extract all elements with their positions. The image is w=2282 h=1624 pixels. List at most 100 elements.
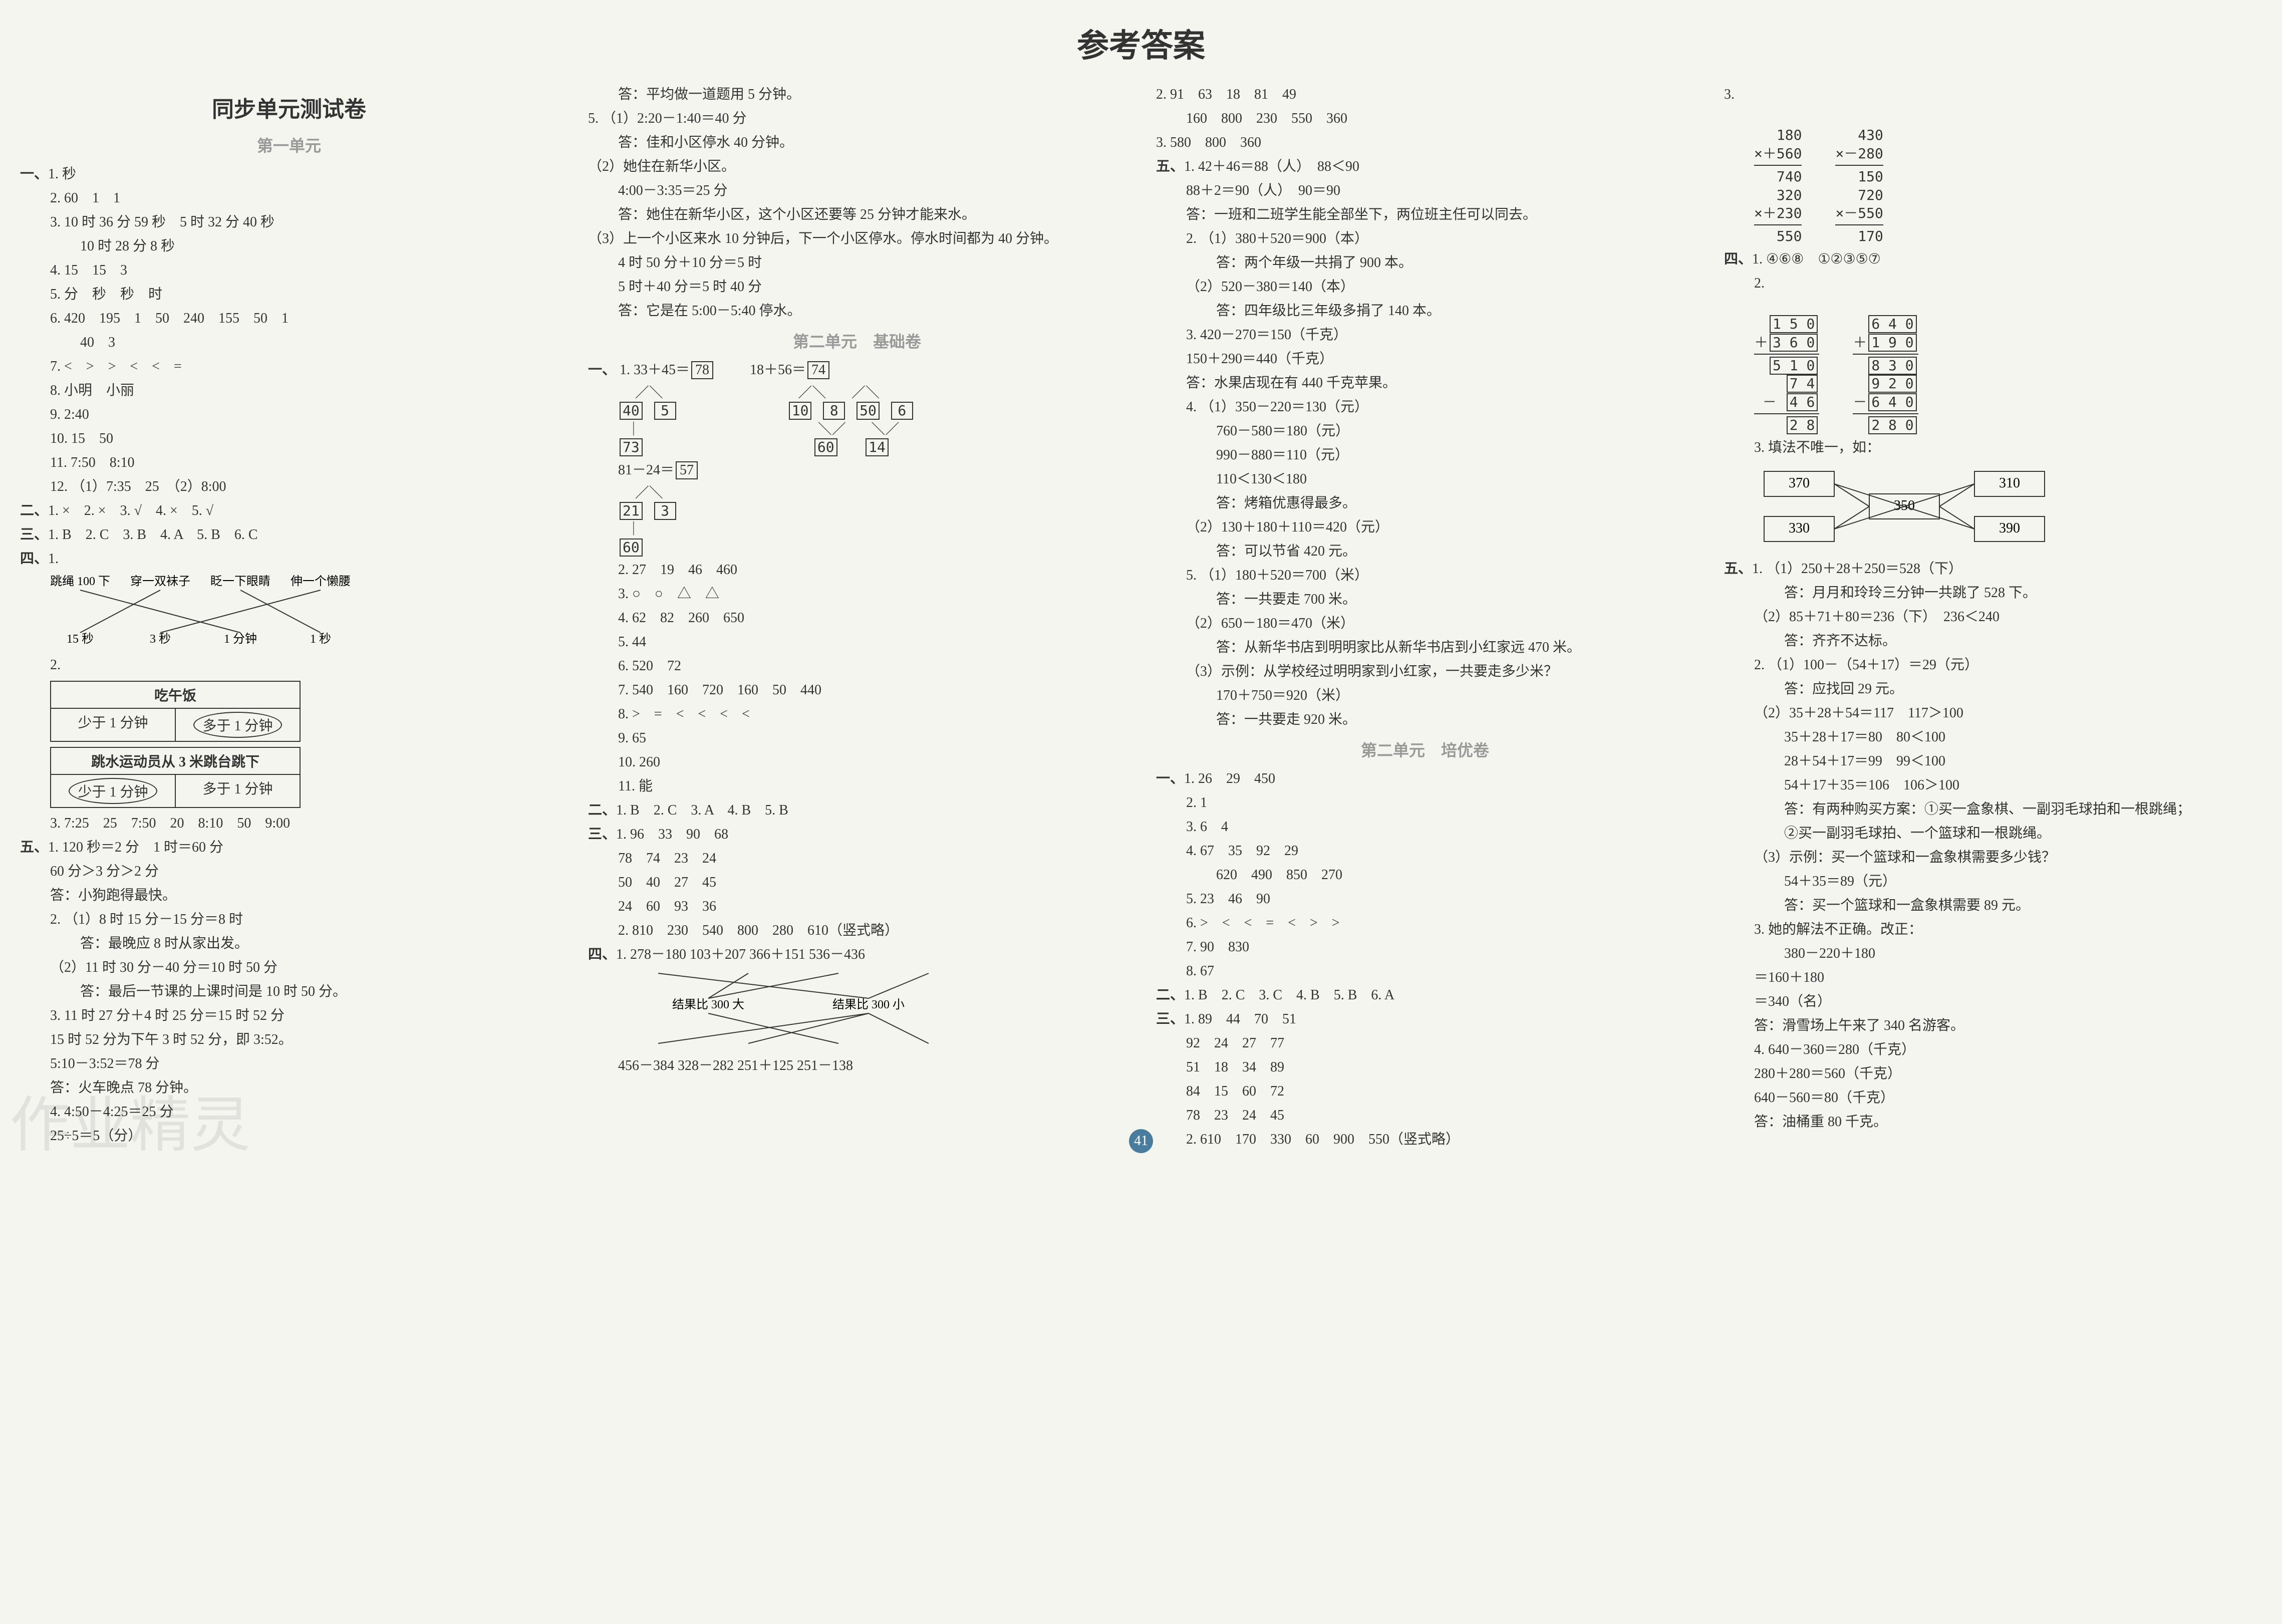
c3s5i5e: （3）示例：从学校经过明明家到小红家，一共要走多少米？ — [1156, 661, 1694, 682]
sec-1-4: 四、 — [20, 551, 48, 567]
c1s5i2c: （2）11 时 30 分－40 分＝10 时 50 分 — [20, 957, 558, 978]
section-title: 同步单元测试卷 — [20, 91, 558, 123]
c4s5i2d: 35＋28＋17＝80 80＜100 — [1724, 727, 2262, 748]
t2-r: 多于 1 分钟 — [176, 775, 300, 807]
c2-sec3: 三、 — [588, 827, 616, 842]
c1s3: 1. B 2. C 3. B 4. A 5. B 6. C — [48, 527, 258, 543]
vertical-calc-row: 180 ×＋560 740 320 ×＋230 550 430 ×－280 15… — [1724, 108, 2262, 246]
table-dive: 跳水运动员从 3 米跳台跳下 少于 1 分钟 多于 1 分钟 — [50, 747, 301, 808]
t1-title: 吃午饭 — [51, 682, 300, 709]
c4s5i2g: 答：有两种购买方案：①买一盒象棋、一副羽毛球拍和一根跳绳； — [1724, 799, 2262, 820]
c3e3i1b: 92 24 27 77 — [1156, 1033, 1694, 1054]
c4s4i1: 1. ④⑥⑧ ①②③⑤⑦ — [1752, 251, 1881, 267]
c1s1i11: 11. 7:50 8:10 — [20, 452, 558, 473]
svg-text:眨一下眼睛: 眨一下眼睛 — [210, 575, 270, 588]
c2i5h: 5 时＋40 分＝5 时 40 分 — [588, 277, 1126, 298]
c2s1i2: 2. 27 19 46 460 — [588, 560, 1126, 581]
c3s5i1a: 1. 42＋46＝88（人） 88＜90 — [1184, 159, 1359, 174]
c3e-sec1: 一、 — [1156, 771, 1184, 786]
c2i5e: 答：她住在新华小区，这个小区还要等 25 分钟才能来水。 — [588, 204, 1126, 225]
c4s5i4b: 280＋280＝560（千克） — [1724, 1063, 2262, 1085]
c4s5i3e: 答：滑雪场上午来了 340 名游客。 — [1724, 1015, 2262, 1036]
c4i3: 3. — [1724, 84, 2262, 105]
c2i5d: 4:00－3:35＝25 分 — [588, 180, 1126, 201]
matching-diagram-1: 跳绳 100 下 穿一双袜子 眨一下眼睛 伸一个懒腰 15 秒 3 秒 1 分钟… — [50, 573, 351, 648]
c3e1i6: 6. > < < = < > > — [1156, 913, 1694, 934]
c3s5i1b: 88＋2＝90（人） 90＝90 — [1156, 180, 1694, 201]
unit1-title: 第一单元 — [20, 133, 558, 156]
c1s1i1: 1. 秒 — [48, 166, 76, 182]
c3e3i2: 2. 610 170 330 60 900 550（竖式略） — [1156, 1129, 1694, 1150]
c3e1i4a: 4. 67 35 92 29 — [1156, 841, 1694, 862]
c3s5i5d: 答：从新华书店到明明家比从新华书店到小红家远 470 米。 — [1156, 637, 1694, 658]
unit2-enhance-title: 第二单元 培优卷 — [1156, 738, 1694, 761]
svg-text:330: 330 — [1789, 520, 1810, 536]
c2s1i8: 8. > = < < < < — [588, 704, 1126, 725]
c2s3i2: 2. 810 230 540 800 280 610（竖式略） — [588, 920, 1126, 941]
c2s1i3: 3. ○ ○ △ △ — [588, 584, 1126, 605]
c2s4i1: 1. 278－180 103＋207 366＋151 536－436 — [616, 947, 865, 962]
c2s1i10: 10. 260 — [588, 752, 1126, 773]
c2s4i1b: 456－384 328－282 251＋125 251－138 — [588, 1055, 1126, 1076]
c3e3i1a: 1. 89 44 70 51 — [1184, 1011, 1296, 1027]
c4s5i3b: 380－220＋180 — [1724, 943, 2262, 964]
t2-l: 少于 1 分钟 — [51, 775, 176, 807]
c1s5i1a: 1. 120 秒＝2 分 1 时＝60 分 — [48, 840, 223, 855]
c3s5i5a: 5. （1）180＋520＝700（米） — [1156, 565, 1694, 586]
c1s1i3b: 10 时 28 分 8 秒 — [20, 236, 558, 257]
c1s5i2a: 2. （1）8 时 15 分－15 分＝8 时 — [20, 909, 558, 930]
c2s1i4: 4. 62 82 260 650 — [588, 608, 1126, 629]
t2-title: 跳水运动员从 3 米跳台跳下 — [51, 748, 300, 775]
sec-1-3: 三、 — [20, 527, 48, 543]
c3e1i5: 5. 23 46 90 — [1156, 889, 1694, 910]
c1s1i10: 10. 15 50 — [20, 428, 558, 449]
c3e2: 1. B 2. C 3. C 4. B 5. B 6. A — [1184, 987, 1394, 1003]
c1s1i7: 7. < > > < < = — [20, 356, 558, 377]
svg-text:1 秒: 1 秒 — [310, 632, 331, 646]
c3i2b: 160 800 230 550 360 — [1156, 108, 1694, 129]
page-content: 同步单元测试卷 第一单元 一、 1. 秒 2. 60 1 1 3. 10 时 36… — [20, 81, 2262, 1153]
c2-sec2: 二、 — [588, 802, 616, 818]
c4s4i3: 3. 填法不唯一，如： — [1724, 437, 2262, 458]
c3s5i2a: 2. （1）380＋520＝900（本） — [1156, 228, 1694, 249]
c1s1i6: 6. 420 195 1 50 240 155 50 1 — [20, 308, 558, 329]
c3e1i3: 3. 6 4 — [1156, 817, 1694, 838]
c3s5i4f: （2）130＋180＋110＝420（元） — [1156, 517, 1694, 538]
c1s5i1b: 60 分＞3 分＞2 分 — [20, 861, 558, 882]
c3s5i4e: 答：烤箱优惠得最多。 — [1156, 493, 1694, 514]
c3s5i5c: （2）650－180＝470（米） — [1156, 613, 1694, 634]
tree2-r: 74 — [807, 361, 829, 379]
c2s1i7: 7. 540 160 720 160 50 440 — [588, 680, 1126, 701]
c4s5i1a: 1. （1）250＋28＋250＝528（下） — [1752, 561, 1962, 577]
c4-sec5: 五、 — [1724, 561, 1752, 577]
c1s5i3a: 3. 11 时 27 分＋4 时 25 分＝15 时 52 分 — [20, 1005, 558, 1026]
c2s3i1d: 24 60 93 36 — [588, 896, 1126, 917]
c3s5i5f: 170＋750＝920（米） — [1156, 685, 1694, 706]
t1-r: 多于 1 分钟 — [176, 709, 300, 741]
svg-text:1 分钟: 1 分钟 — [224, 632, 257, 646]
c4s4i2: 2. — [1724, 273, 2262, 294]
column-3: 2. 91 63 18 81 49 160 800 230 550 360 3.… — [1156, 81, 1694, 1153]
c1s1i2: 2. 60 1 1 — [20, 188, 558, 209]
c2-sec1: 一、 — [588, 362, 616, 378]
c3s5i1c: 答：一班和二班学生能全部坐下，两位班主任可以同去。 — [1156, 204, 1694, 225]
c2s3i1b: 78 74 23 24 — [588, 848, 1126, 869]
c3-sec5: 五、 — [1156, 159, 1184, 174]
c3i2a: 2. 91 63 18 81 49 — [1156, 84, 1694, 105]
c2s3i1a: 1. 96 33 90 68 — [616, 827, 728, 842]
c2-sec4: 四、 — [588, 947, 616, 962]
c1s5i3b: 15 时 52 分为下午 3 时 52 分，即 3:52。 — [20, 1029, 558, 1050]
c1s1i5: 5. 分 秒 秒 时 — [20, 284, 558, 305]
c3s5i4d: 110＜130＜180 — [1156, 469, 1694, 490]
c2s1i11: 11. 能 — [588, 776, 1126, 797]
c3e3i1c: 51 18 34 89 — [1156, 1057, 1694, 1078]
c2i5c: （2）她住在新华小区。 — [588, 156, 1126, 177]
c3e1i1: 1. 26 29 450 — [1184, 771, 1275, 786]
svg-text:3 秒: 3 秒 — [150, 632, 171, 646]
svg-text:伸一个懒腰: 伸一个懒腰 — [291, 575, 351, 588]
c1s1i3: 3. 10 时 36 分 59 秒 5 时 32 分 40 秒 — [20, 212, 558, 233]
c3s5i4c: 990－880＝110（元） — [1156, 445, 1694, 466]
table-lunch: 吃午饭 少于 1 分钟 多于 1 分钟 — [50, 681, 301, 742]
c4s5i1c: （2）85＋71＋80＝236（下） 236＜240 — [1724, 607, 2262, 628]
tree3-r: 57 — [676, 461, 698, 479]
